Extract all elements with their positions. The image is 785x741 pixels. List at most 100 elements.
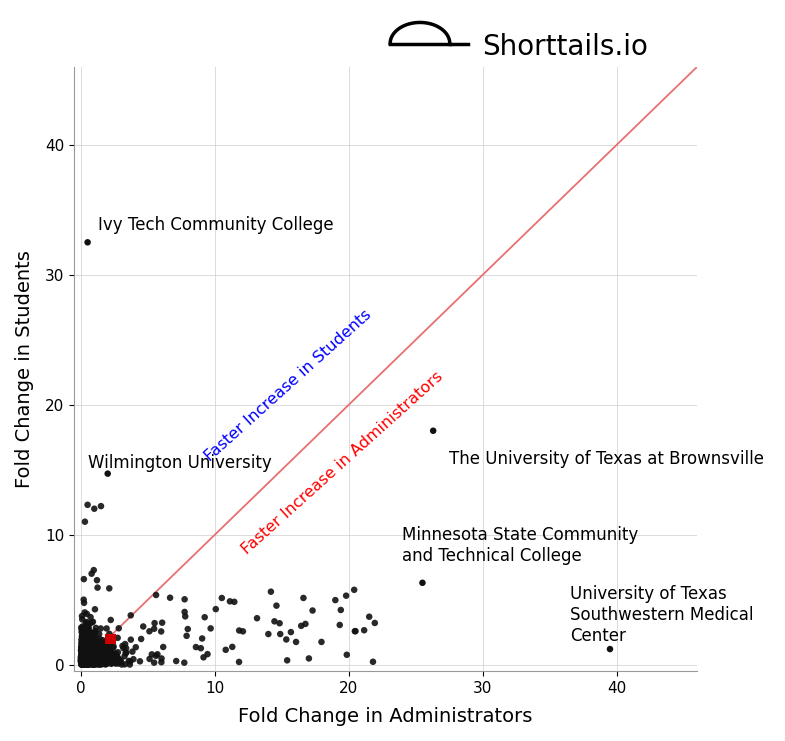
Point: [82, 657, 95, 669]
Point: [236, 625, 249, 637]
Point: [82, 654, 95, 665]
Point: [91, 582, 104, 594]
Point: [89, 637, 101, 648]
Point: [96, 651, 108, 663]
Point: [91, 637, 104, 649]
Point: [76, 656, 89, 668]
Point: [78, 649, 90, 661]
Point: [78, 645, 91, 657]
Point: [78, 657, 90, 669]
Point: [79, 657, 92, 668]
Point: [79, 645, 92, 657]
Point: [262, 628, 275, 640]
Point: [82, 645, 95, 657]
Point: [93, 658, 105, 670]
Point: [334, 619, 346, 631]
Point: [114, 656, 126, 668]
Point: [75, 653, 87, 665]
Point: [76, 658, 89, 670]
Point: [87, 658, 100, 670]
Point: [108, 640, 120, 652]
Point: [82, 648, 95, 660]
Point: [103, 643, 115, 655]
Point: [91, 658, 104, 670]
Point: [341, 649, 353, 661]
Point: [115, 659, 128, 671]
Point: [93, 645, 106, 657]
Point: [78, 622, 90, 634]
Point: [80, 644, 93, 656]
Point: [119, 648, 132, 659]
Point: [78, 657, 91, 669]
Point: [82, 652, 94, 664]
Point: [78, 657, 90, 668]
Point: [268, 615, 281, 627]
Point: [79, 652, 92, 664]
Point: [78, 638, 90, 650]
Point: [75, 644, 88, 656]
Point: [190, 641, 203, 653]
Point: [82, 636, 94, 648]
Point: [79, 656, 92, 668]
Point: [92, 659, 104, 671]
Point: [137, 620, 149, 632]
Point: [85, 656, 97, 668]
Point: [78, 655, 90, 667]
Point: [102, 646, 115, 658]
Point: [75, 655, 87, 667]
Point: [88, 644, 100, 656]
Point: [77, 643, 89, 655]
Point: [78, 655, 91, 667]
Point: [93, 641, 106, 653]
Point: [81, 657, 93, 668]
Point: [76, 654, 89, 665]
Point: [89, 645, 101, 657]
Point: [119, 659, 131, 671]
Point: [75, 657, 87, 669]
Point: [76, 658, 89, 670]
Point: [76, 653, 89, 665]
Point: [77, 655, 89, 667]
Point: [119, 651, 131, 662]
Point: [148, 657, 160, 668]
Point: [100, 654, 113, 666]
Point: [79, 650, 92, 662]
Point: [89, 658, 101, 670]
Point: [104, 646, 117, 658]
Point: [78, 654, 90, 666]
Point: [99, 648, 111, 659]
Point: [114, 654, 126, 666]
Point: [82, 657, 94, 668]
Point: [98, 646, 111, 658]
Point: [86, 659, 99, 671]
Point: [76, 644, 89, 656]
Point: [75, 653, 88, 665]
Point: [78, 656, 90, 668]
Point: [101, 651, 114, 663]
Point: [83, 656, 96, 668]
Point: [81, 652, 93, 664]
Point: [104, 639, 116, 651]
Point: [78, 516, 91, 528]
Point: [84, 634, 97, 645]
Point: [86, 651, 98, 662]
Point: [78, 640, 90, 652]
Point: [89, 654, 101, 666]
Point: [82, 640, 95, 652]
Point: [76, 657, 89, 669]
Point: [99, 642, 111, 654]
Point: [78, 657, 90, 668]
Point: [86, 657, 98, 669]
Point: [78, 655, 90, 667]
Point: [85, 651, 97, 663]
Point: [75, 654, 88, 665]
Point: [78, 652, 90, 664]
Point: [80, 658, 93, 670]
Point: [84, 658, 97, 670]
Point: [82, 625, 94, 637]
Point: [84, 651, 97, 662]
Point: [77, 642, 89, 654]
Point: [80, 634, 93, 646]
Point: [83, 625, 96, 637]
Point: [95, 640, 108, 652]
